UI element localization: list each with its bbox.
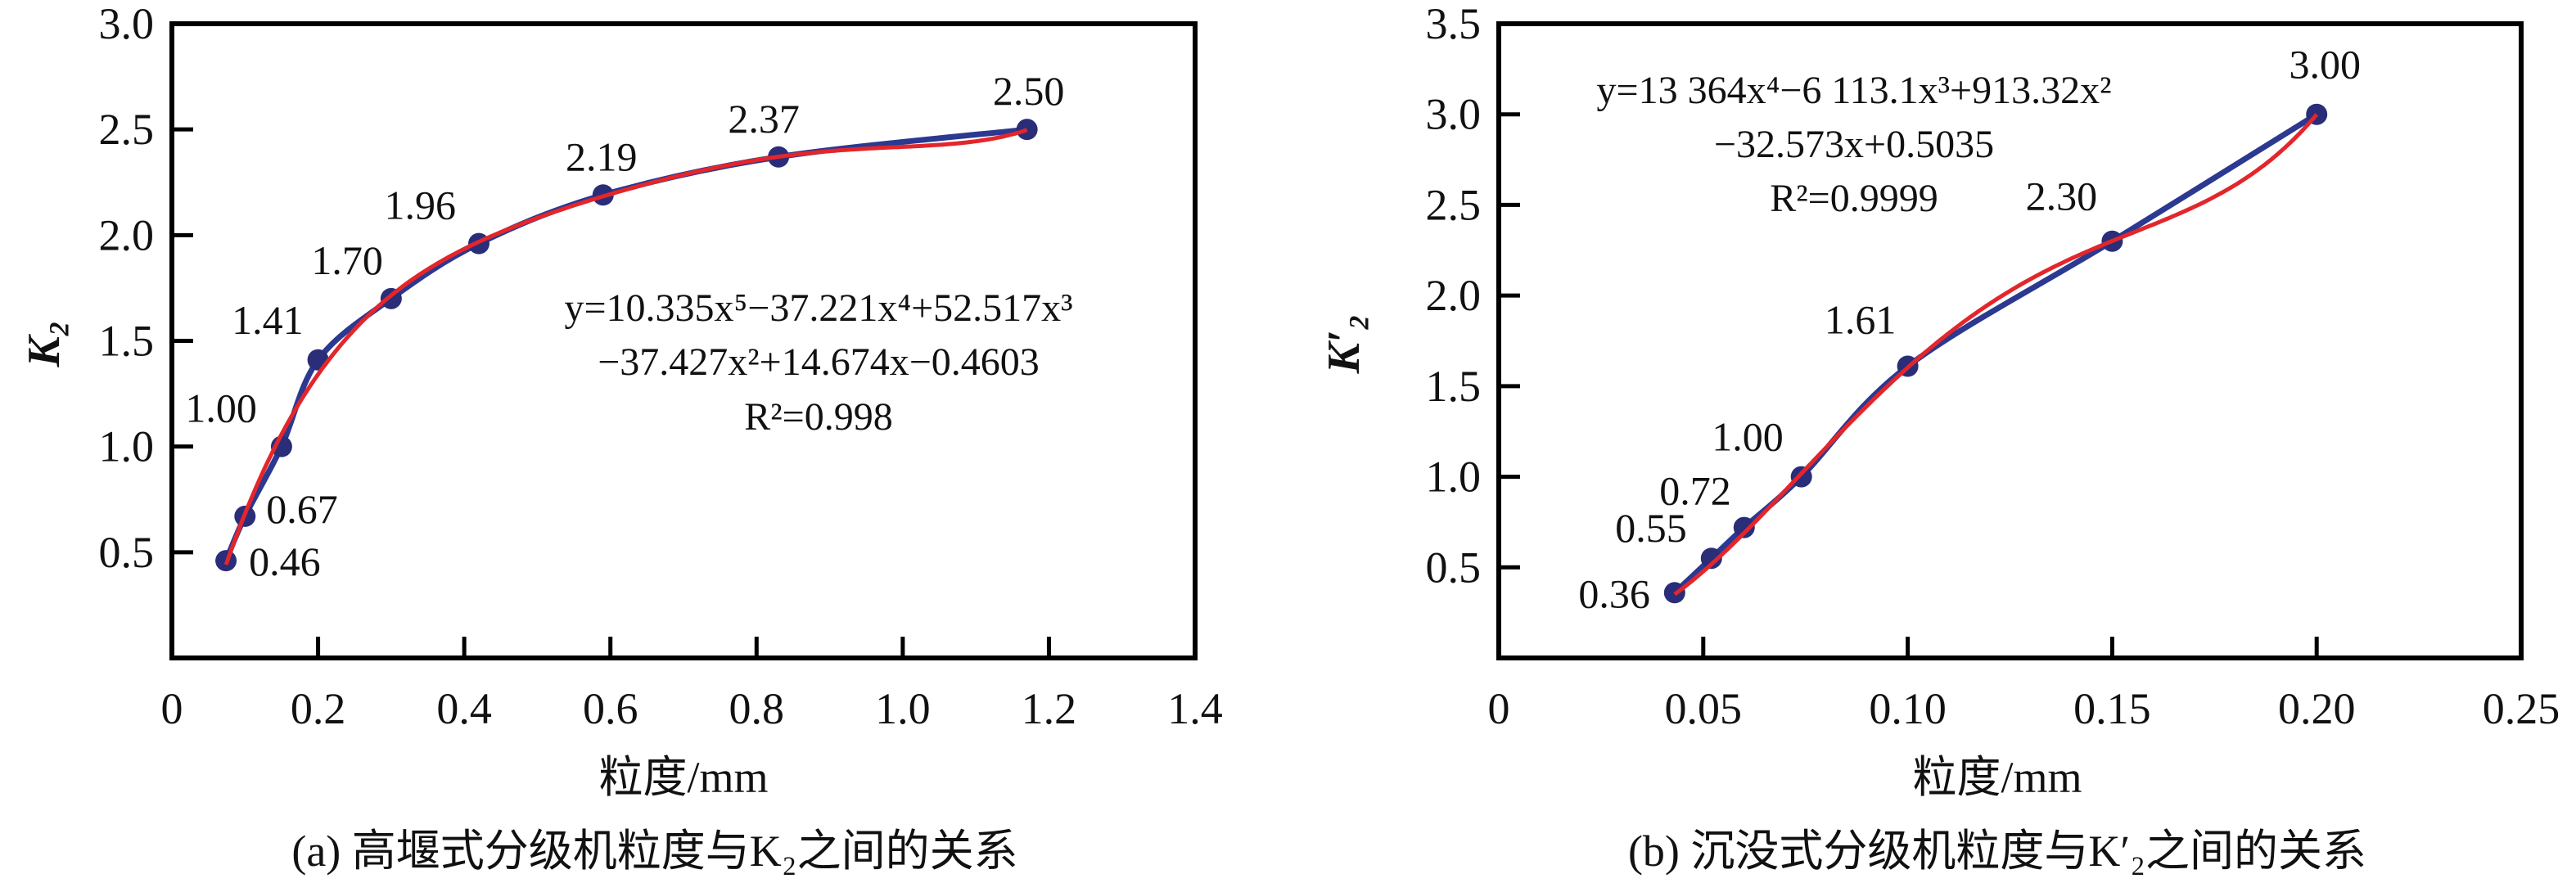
- y-tick-label: 2.5: [1426, 180, 1482, 229]
- y-tick-label: 1.5: [1426, 362, 1482, 411]
- fit-equation: y=10.335x⁵−37.221x⁴+52.517x³ −37.427x²+1…: [564, 286, 1072, 439]
- x-tick-label: 0: [1488, 684, 1510, 733]
- y-tick-label: 3.5: [1426, 0, 1482, 48]
- data-label: 1.00: [1712, 414, 1784, 460]
- x-tick-label: 0.20: [2278, 684, 2356, 733]
- x-tick-label: 1.4: [1167, 684, 1223, 733]
- y-tick-label: 2.5: [99, 105, 155, 154]
- y-tick-label: 2.0: [99, 210, 155, 259]
- data-series-line: [1672, 111, 2319, 595]
- data-label: 1.41: [232, 297, 304, 343]
- y-axis-label: K₂: [19, 321, 70, 368]
- y-tick-label: 1.0: [99, 422, 155, 471]
- r-squared: R²=0.9999: [1770, 177, 1938, 220]
- equation-line-2: −37.427x²+14.674x−0.4603: [598, 340, 1040, 384]
- x-tick-label: 0.4: [436, 684, 492, 733]
- x-tick-label: 0: [161, 684, 183, 733]
- x-tick-label: 0.8: [729, 684, 785, 733]
- data-label: 0.72: [1659, 468, 1731, 514]
- x-tick-label: 0.25: [2483, 684, 2560, 733]
- fit-equation: y=13 364x⁴−6 113.1x³+913.32x² −32.573x+0…: [1597, 69, 2112, 220]
- x-tick-label: 0.05: [1665, 684, 1743, 733]
- data-label: 3.00: [2289, 42, 2361, 88]
- equation-line-1: y=10.335x⁵−37.221x⁴+52.517x³: [564, 286, 1072, 330]
- equation-line-2: −32.573x+0.5035: [1714, 123, 1994, 166]
- x-tick-label: 0.6: [583, 684, 638, 733]
- plot-frame: [1496, 21, 2524, 660]
- y-tick-label: 0.5: [99, 528, 155, 577]
- equation-line-1: y=13 364x⁴−6 113.1x³+913.32x²: [1597, 69, 2112, 112]
- data-label: 0.67: [266, 486, 338, 532]
- y-tick-label: 1.0: [1426, 453, 1482, 502]
- x-tick-label: 1.0: [875, 684, 931, 733]
- data-label: 2.19: [566, 133, 638, 179]
- data-label: 2.30: [2026, 173, 2098, 219]
- chart-caption: (a) 高堰式分级机粒度与K₂之间的关系: [291, 827, 1017, 876]
- y-tick-label: 3.0: [1426, 90, 1482, 139]
- data-label: 0.46: [249, 538, 321, 584]
- chart-panel-a: K₂ 粒度/mm (a) 高堰式分级机粒度与K₂之间的关系 y=10.335x⁵…: [19, 0, 1223, 876]
- data-label: 1.61: [1825, 297, 1897, 343]
- data-label: 0.36: [1578, 570, 1650, 616]
- data-label: 2.37: [728, 96, 800, 142]
- data-label: 1.70: [311, 237, 383, 283]
- data-label: 1.00: [185, 385, 257, 431]
- x-axis-label: 粒度/mm: [598, 753, 768, 802]
- fit-curve: [1673, 113, 2319, 597]
- data-label: 1.96: [385, 182, 457, 228]
- y-axis-label: K′₂: [1319, 314, 1369, 375]
- y-tick-label: 1.5: [99, 317, 155, 366]
- y-tick-label: 2.0: [1426, 271, 1482, 320]
- data-label: 2.50: [993, 68, 1065, 114]
- chart-caption: (b) 沉没式分级机粒度与K′₂之间的关系: [1628, 827, 2366, 876]
- data-point: [1733, 516, 1755, 538]
- chart-panel-b: K′₂ 粒度/mm (b) 沉没式分级机粒度与K′₂之间的关系 y=13 364…: [1319, 0, 2560, 876]
- r-squared: R²=0.998: [744, 395, 892, 439]
- x-tick-label: 0.2: [291, 684, 346, 733]
- x-axis-label: 粒度/mm: [1912, 753, 2082, 802]
- x-tick-label: 0.10: [1869, 684, 1947, 733]
- y-tick-label: 3.0: [99, 0, 155, 48]
- x-tick-label: 1.2: [1022, 684, 1077, 733]
- data-point: [1016, 119, 1038, 141]
- data-point: [1700, 547, 1722, 570]
- fit-curve: [223, 128, 1028, 565]
- data-label: 0.55: [1615, 505, 1687, 551]
- y-tick-label: 0.5: [1426, 543, 1482, 592]
- x-tick-label: 0.15: [2073, 684, 2151, 733]
